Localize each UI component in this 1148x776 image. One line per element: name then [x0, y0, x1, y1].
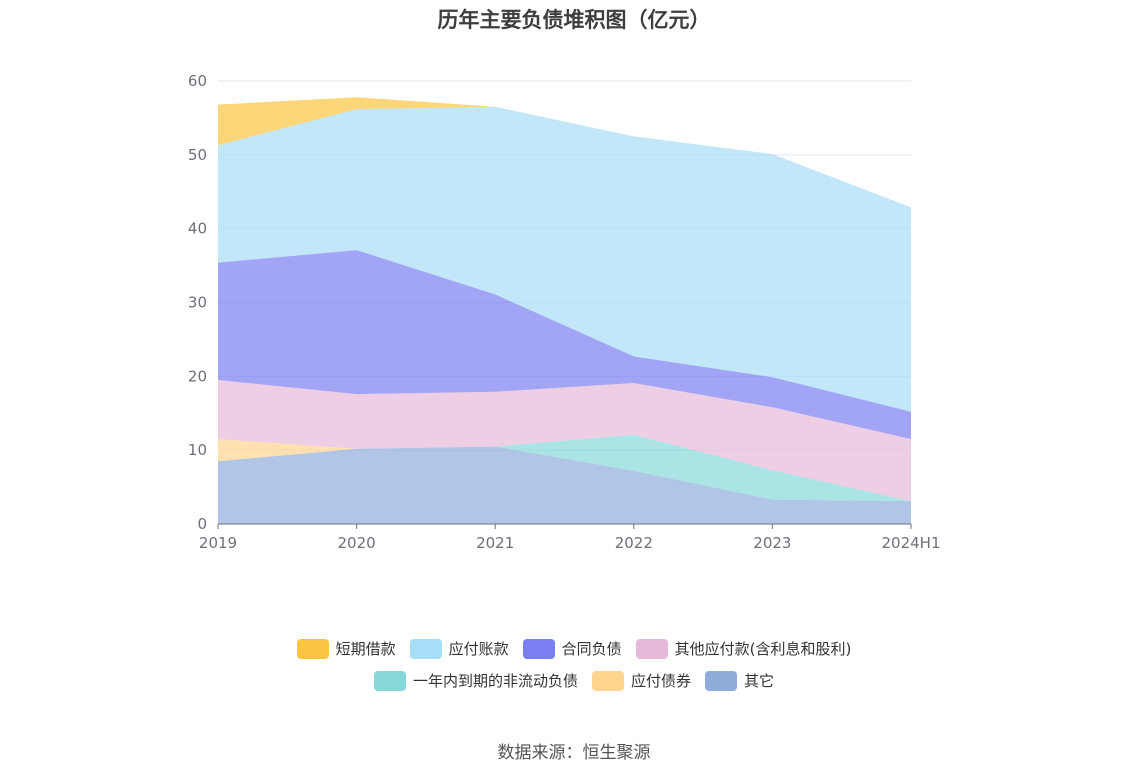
y-tick-label: 10 — [188, 441, 207, 459]
legend-label: 合同负债 — [561, 640, 622, 658]
legend-label: 其它 — [744, 672, 775, 690]
legend-label: 应付账款 — [448, 640, 509, 658]
legend-swatch — [373, 670, 406, 691]
area-series[interactable] — [218, 106, 911, 412]
x-tick-label: 2022 — [615, 534, 653, 552]
legend-item[interactable]: 合同负债 — [522, 638, 622, 659]
x-tick-label: 2023 — [753, 534, 791, 552]
area-series[interactable] — [218, 250, 911, 440]
legend-item[interactable]: 一年内到期的非流动负债 — [373, 670, 578, 691]
area-series-group — [218, 97, 911, 524]
chart-title: 历年主要负债堆积图（亿元） — [437, 8, 711, 32]
legend-swatch — [522, 638, 555, 659]
area-series[interactable] — [218, 439, 911, 502]
legend-label: 应付债券 — [630, 672, 691, 690]
x-tick-label: 2020 — [338, 534, 376, 552]
legend-item[interactable]: 其他应付款(含利息和股利) — [635, 638, 852, 659]
legend-swatch — [705, 670, 737, 691]
x-tick-label: 2021 — [476, 534, 514, 552]
legend-item[interactable]: 应付债券 — [591, 670, 691, 691]
legend-item[interactable]: 短期借款 — [296, 638, 396, 659]
legend-label: 短期借款 — [335, 640, 396, 658]
legend-swatch — [296, 638, 329, 659]
y-tick-label: 40 — [188, 220, 207, 238]
x-tick-label: 2019 — [199, 534, 237, 552]
y-tick-label: 0 — [197, 515, 207, 533]
x-tick-label: 2024H1 — [882, 534, 941, 552]
area-series[interactable] — [218, 97, 911, 208]
legend-swatch — [591, 670, 624, 691]
chart-plot-area: 0 10 20 30 40 50 60 2019 2020 2021 2022 2023 2024H1 — [188, 72, 941, 552]
legend: 短期借款 应付账款 合同负债 其他应付款(含利息和股利) 一年内到期的非流动负债 应付债券… — [0, 638, 1148, 702]
area-series[interactable] — [218, 380, 911, 502]
axes: 0 10 20 30 40 50 60 2019 2020 2021 2022 2023 2024H1 — [188, 72, 941, 552]
legend-item[interactable]: 应付账款 — [409, 638, 509, 659]
area-series[interactable] — [218, 434, 911, 502]
y-tick-label: 20 — [188, 367, 207, 385]
legend-label: 其他应付款(含利息和股利) — [674, 640, 852, 658]
legend-label: 一年内到期的非流动负债 — [412, 672, 578, 690]
source-note: 数据来源：恒生聚源 — [497, 743, 651, 763]
area-series[interactable] — [218, 446, 911, 525]
legend-row: 短期借款 应付账款 合同负债 其他应付款(含利息和股利) — [0, 638, 1148, 659]
y-tick-label: 30 — [188, 294, 207, 312]
legend-swatch — [409, 638, 442, 659]
y-tick-label: 60 — [188, 72, 207, 90]
legend-row: 一年内到期的非流动负债 应付债券 其它 — [0, 670, 1148, 691]
y-tick-label: 50 — [188, 146, 207, 164]
legend-item[interactable]: 其它 — [705, 670, 774, 691]
legend-swatch — [635, 638, 668, 659]
